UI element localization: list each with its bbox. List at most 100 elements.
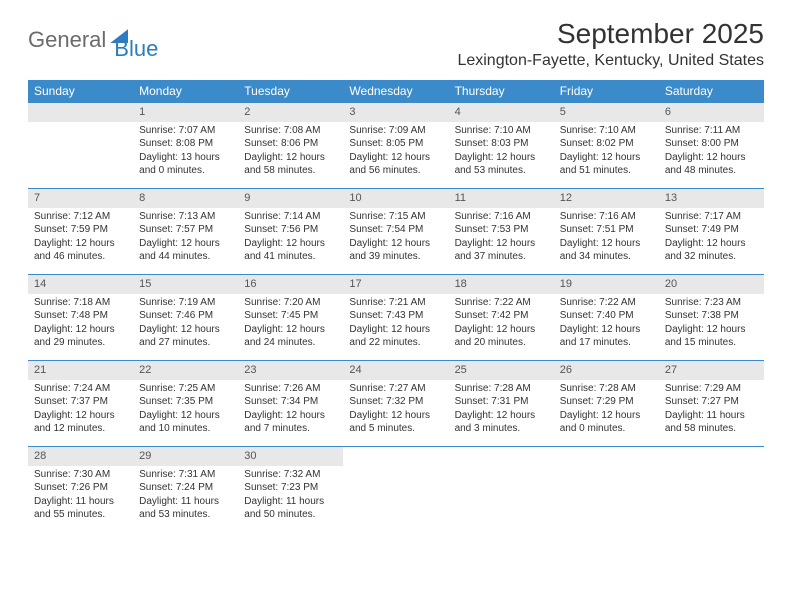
sunrise: Sunrise: 7:20 AM <box>244 296 337 310</box>
sunset: Sunset: 7:29 PM <box>560 395 653 409</box>
sunrise: Sunrise: 7:16 AM <box>560 210 653 224</box>
day-body: Sunrise: 7:22 AMSunset: 7:42 PMDaylight:… <box>449 294 554 354</box>
day-cell <box>554 447 659 533</box>
day-number: 21 <box>28 361 133 380</box>
day-body: Sunrise: 7:16 AMSunset: 7:51 PMDaylight:… <box>554 208 659 268</box>
sunset: Sunset: 7:48 PM <box>34 309 127 323</box>
sunset: Sunset: 8:02 PM <box>560 137 653 151</box>
daylight: Daylight: 12 hours and 20 minutes. <box>455 323 548 350</box>
day-body: Sunrise: 7:19 AMSunset: 7:46 PMDaylight:… <box>133 294 238 354</box>
day-cell: 12Sunrise: 7:16 AMSunset: 7:51 PMDayligh… <box>554 189 659 275</box>
day-cell <box>343 447 448 533</box>
day-cell: 5Sunrise: 7:10 AMSunset: 8:02 PMDaylight… <box>554 103 659 189</box>
daylight: Daylight: 12 hours and 34 minutes. <box>560 237 653 264</box>
sunrise: Sunrise: 7:22 AM <box>455 296 548 310</box>
sunset: Sunset: 7:45 PM <box>244 309 337 323</box>
day-number: 12 <box>554 189 659 208</box>
day-cell: 7 Sunrise: 7:12 AMSunset: 7:59 PMDaylight… <box>28 189 133 275</box>
dow-friday: Friday <box>554 80 659 103</box>
day-number: 6 <box>659 103 764 122</box>
day-number: 7 <box>28 189 133 208</box>
sunrise: Sunrise: 7:15 AM <box>349 210 442 224</box>
sunset: Sunset: 7:35 PM <box>139 395 232 409</box>
day-number: 2 <box>238 103 343 122</box>
sunrise: Sunrise: 7:31 AM <box>139 468 232 482</box>
daylight: Daylight: 12 hours and 5 minutes. <box>349 409 442 436</box>
day-cell: 13Sunrise: 7:17 AMSunset: 7:49 PMDayligh… <box>659 189 764 275</box>
day-body: Sunrise: 7:26 AMSunset: 7:34 PMDaylight:… <box>238 380 343 440</box>
sunrise: Sunrise: 7:28 AM <box>560 382 653 396</box>
day-number: 29 <box>133 447 238 466</box>
day-number: 22 <box>133 361 238 380</box>
sunrise: Sunrise: 7:29 AM <box>665 382 758 396</box>
day-cell: 2Sunrise: 7:08 AMSunset: 8:06 PMDaylight… <box>238 103 343 189</box>
daylight: Daylight: 12 hours and 22 minutes. <box>349 323 442 350</box>
daylight: Daylight: 12 hours and 46 minutes. <box>34 237 127 264</box>
sunrise: Sunrise: 7:30 AM <box>34 468 127 482</box>
day-number: 26 <box>554 361 659 380</box>
sunset: Sunset: 7:43 PM <box>349 309 442 323</box>
week-row: 28Sunrise: 7:30 AMSunset: 7:26 PMDayligh… <box>28 447 764 533</box>
sunrise: Sunrise: 7:08 AM <box>244 124 337 138</box>
daylight: Daylight: 11 hours and 58 minutes. <box>665 409 758 436</box>
day-body: Sunrise: 7:10 AMSunset: 8:02 PMDaylight:… <box>554 122 659 182</box>
day-cell: 3Sunrise: 7:09 AMSunset: 8:05 PMDaylight… <box>343 103 448 189</box>
day-number: 27 <box>659 361 764 380</box>
sunrise: Sunrise: 7:07 AM <box>139 124 232 138</box>
daylight: Daylight: 11 hours and 50 minutes. <box>244 495 337 522</box>
day-cell: 9Sunrise: 7:14 AMSunset: 7:56 PMDaylight… <box>238 189 343 275</box>
day-body: Sunrise: 7:16 AMSunset: 7:53 PMDaylight:… <box>449 208 554 268</box>
day-number: 17 <box>343 275 448 294</box>
daylight: Daylight: 12 hours and 48 minutes. <box>665 151 758 178</box>
day-cell: 20Sunrise: 7:23 AMSunset: 7:38 PMDayligh… <box>659 275 764 361</box>
day-cell: 1Sunrise: 7:07 AMSunset: 8:08 PMDaylight… <box>133 103 238 189</box>
sunrise: Sunrise: 7:18 AM <box>34 296 127 310</box>
sunset: Sunset: 7:27 PM <box>665 395 758 409</box>
sunset: Sunset: 8:06 PM <box>244 137 337 151</box>
day-cell: 21Sunrise: 7:24 AMSunset: 7:37 PMDayligh… <box>28 361 133 447</box>
day-number: 13 <box>659 189 764 208</box>
calendar-table: Sunday Monday Tuesday Wednesday Thursday… <box>28 80 764 533</box>
daylight: Daylight: 12 hours and 37 minutes. <box>455 237 548 264</box>
day-cell: 17Sunrise: 7:21 AMSunset: 7:43 PMDayligh… <box>343 275 448 361</box>
day-cell: 22Sunrise: 7:25 AMSunset: 7:35 PMDayligh… <box>133 361 238 447</box>
day-body: Sunrise: 7:20 AMSunset: 7:45 PMDaylight:… <box>238 294 343 354</box>
day-number: 20 <box>659 275 764 294</box>
sunrise: Sunrise: 7:26 AM <box>244 382 337 396</box>
sunset: Sunset: 8:00 PM <box>665 137 758 151</box>
day-body: Sunrise: 7:08 AMSunset: 8:06 PMDaylight:… <box>238 122 343 182</box>
sunrise: Sunrise: 7:11 AM <box>665 124 758 138</box>
sunset: Sunset: 7:26 PM <box>34 481 127 495</box>
day-body: Sunrise: 7:31 AMSunset: 7:24 PMDaylight:… <box>133 466 238 526</box>
day-body: Sunrise: 7:10 AMSunset: 8:03 PMDaylight:… <box>449 122 554 182</box>
day-body: Sunrise: 7:18 AMSunset: 7:48 PMDaylight:… <box>28 294 133 354</box>
day-cell: 18Sunrise: 7:22 AMSunset: 7:42 PMDayligh… <box>449 275 554 361</box>
dow-row: Sunday Monday Tuesday Wednesday Thursday… <box>28 80 764 103</box>
day-number: 23 <box>238 361 343 380</box>
day-body: Sunrise: 7:28 AMSunset: 7:31 PMDaylight:… <box>449 380 554 440</box>
sunrise: Sunrise: 7:21 AM <box>349 296 442 310</box>
day-number: 16 <box>238 275 343 294</box>
sunrise: Sunrise: 7:09 AM <box>349 124 442 138</box>
daylight: Daylight: 12 hours and 39 minutes. <box>349 237 442 264</box>
sunrise: Sunrise: 7:12 AM <box>34 210 127 224</box>
sunrise: Sunrise: 7:22 AM <box>560 296 653 310</box>
day-cell: 19Sunrise: 7:22 AMSunset: 7:40 PMDayligh… <box>554 275 659 361</box>
day-body: Sunrise: 7:21 AMSunset: 7:43 PMDaylight:… <box>343 294 448 354</box>
dow-saturday: Saturday <box>659 80 764 103</box>
brand-part1: General <box>28 27 106 53</box>
day-cell: 16Sunrise: 7:20 AMSunset: 7:45 PMDayligh… <box>238 275 343 361</box>
day-number: 30 <box>238 447 343 466</box>
daylight: Daylight: 12 hours and 7 minutes. <box>244 409 337 436</box>
daylight: Daylight: 12 hours and 53 minutes. <box>455 151 548 178</box>
day-number: 15 <box>133 275 238 294</box>
daylight: Daylight: 12 hours and 58 minutes. <box>244 151 337 178</box>
sunset: Sunset: 7:37 PM <box>34 395 127 409</box>
sunset: Sunset: 7:59 PM <box>34 223 127 237</box>
day-number: 25 <box>449 361 554 380</box>
day-cell: 25Sunrise: 7:28 AMSunset: 7:31 PMDayligh… <box>449 361 554 447</box>
day-body: Sunrise: 7:30 AMSunset: 7:26 PMDaylight:… <box>28 466 133 526</box>
day-cell: 23Sunrise: 7:26 AMSunset: 7:34 PMDayligh… <box>238 361 343 447</box>
location: Lexington-Fayette, Kentucky, United Stat… <box>457 52 764 70</box>
sunset: Sunset: 7:54 PM <box>349 223 442 237</box>
